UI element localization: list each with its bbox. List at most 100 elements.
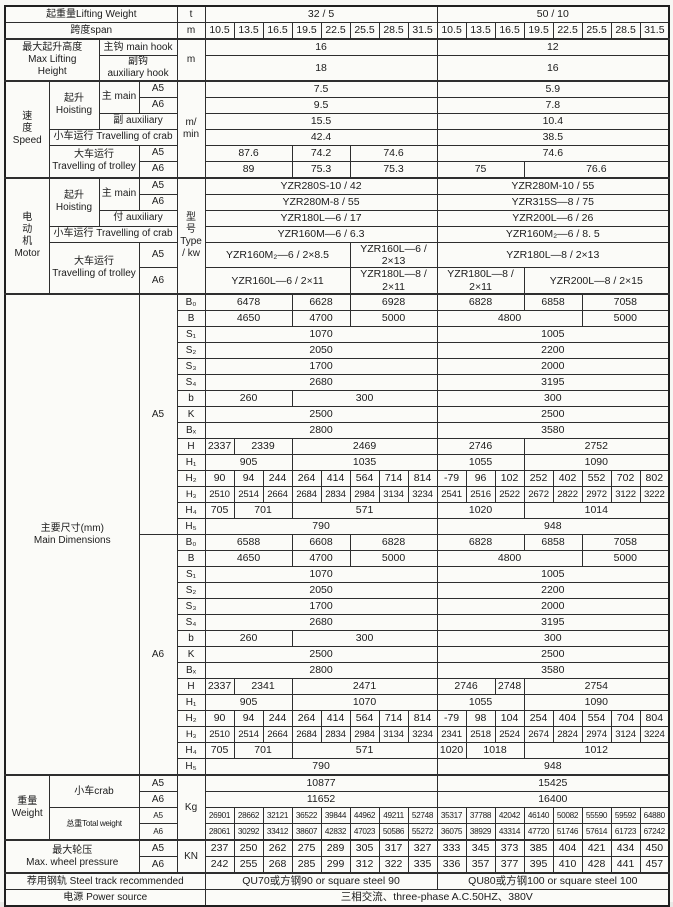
table-cell: 802 [639, 470, 670, 488]
table-cell: 1018 [465, 742, 525, 760]
table-cell: 357 [465, 856, 496, 874]
dim-symbol: K [176, 646, 206, 664]
table-cell: 2800 [204, 662, 438, 680]
table-cell: 2834 [320, 726, 351, 744]
table-cell: 44962 [349, 807, 380, 825]
table-cell: 6608 [291, 534, 351, 552]
dim-symbol: H₃ [176, 726, 206, 744]
table-cell: YZR315S—8 / 75 [436, 193, 670, 211]
table-cell: 305 [349, 839, 380, 858]
table-cell: YZR160M₂—6 / 8. 5 [436, 225, 670, 243]
dim-symbol: H₂ [176, 710, 206, 728]
table-cell: 38.5 [436, 128, 670, 146]
dim-symbol: H₃ [176, 486, 206, 504]
table-cell: 7.8 [436, 96, 670, 114]
unit-m: m [176, 22, 206, 40]
table-cell: 2664 [262, 486, 293, 504]
table-cell: 50586 [378, 823, 409, 841]
capacity-50-10: 50 / 10 [436, 5, 670, 23]
grade-a6: A6 [138, 267, 178, 295]
table-cell: 2684 [291, 486, 322, 504]
dim-symbol: Bₓ [176, 422, 206, 440]
dim-symbol: H₅ [176, 518, 206, 536]
table-cell: 264 [291, 470, 322, 488]
span-value: 19.5 [291, 22, 322, 40]
dim-symbol: K [176, 406, 206, 424]
table-row: A6 89 75.3 75.3 75 76.6 [5, 160, 670, 179]
table-cell: 905 [204, 454, 293, 472]
table-row: H₃ 2510 2514 2664 2684 2834 2984 3134 3234 2541 25… [5, 486, 670, 504]
crab-weight-label: 小车crab [48, 774, 140, 809]
table-cell: 275 [291, 839, 322, 858]
table-cell: YZR180L—6 / 17 [204, 209, 438, 227]
table-cell: 102 [494, 470, 525, 488]
table-cell: 571 [291, 742, 438, 760]
dim-symbol: B [176, 310, 206, 328]
table-cell: 714 [378, 710, 409, 728]
table-cell: 1090 [523, 454, 670, 472]
span-value: 16.5 [494, 22, 525, 40]
table-cell: 2748 [494, 678, 525, 696]
table-cell: 36522 [291, 807, 322, 825]
dim-symbol: H [176, 678, 206, 696]
table-cell: -79 [436, 470, 467, 488]
dim-symbol: S₁ [176, 326, 206, 344]
table-cell: 2680 [204, 374, 438, 392]
dim-symbol: S₁ [176, 566, 206, 584]
dim-symbol: S₄ [176, 374, 206, 392]
table-cell: 2672 [523, 486, 554, 504]
table-cell: 74.6 [349, 144, 438, 162]
main-hook-label: 主钩 main hook [98, 38, 178, 56]
table-cell: 3195 [436, 374, 670, 392]
table-row: H₅ 790 948 [5, 758, 670, 776]
trolley-travel-label: 大车运行 Travelling of trolley [48, 241, 140, 295]
table-cell: 15.5 [204, 112, 438, 130]
table-cell: 1020 [436, 502, 525, 520]
table-cell: 3122 [610, 486, 641, 504]
dim-symbol: S₄ [176, 614, 206, 632]
table-row: K 2500 2500 [5, 406, 670, 424]
table-cell: 33412 [262, 823, 293, 841]
table-cell: YZR280S-10 / 42 [204, 176, 438, 195]
table-row: 最大轮压 Max. wheel pressure A5 KN 237 250 262 275… [4, 839, 670, 874]
table-cell: 260 [204, 390, 293, 408]
span-value: 31.5 [639, 22, 670, 40]
table-cell: 10877 [204, 774, 438, 793]
table-cell: 373 [494, 839, 525, 858]
table-cell: 5.9 [436, 79, 670, 98]
table-cell: YZR180L—8 / 2×13 [436, 241, 670, 269]
table-row: H₁ 905 1035 1055 1090 [5, 454, 670, 472]
table-cell: 3124 [610, 726, 641, 744]
dim-symbol: S₃ [176, 598, 206, 616]
table-cell: 2337 [204, 678, 235, 696]
table-cell: 421 [581, 839, 612, 858]
table-cell: 2339 [233, 438, 293, 456]
table-row: Bₓ 2800 3580 [5, 422, 670, 440]
table-cell: 322 [378, 856, 409, 874]
table-cell: YZR280M-10 / 55 [436, 176, 670, 195]
table-cell: YZR160M—6 / 6.3 [204, 225, 438, 243]
table-cell: 244 [262, 470, 293, 488]
table-cell: 64880 [639, 807, 670, 825]
grade-a6: A6 [138, 791, 178, 809]
table-cell: 4650 [204, 310, 293, 328]
table-cell: 395 [523, 856, 554, 874]
table-cell: 1090 [523, 694, 670, 712]
table-cell: 61723 [610, 823, 641, 841]
table-cell: 3580 [436, 422, 670, 440]
table-cell: 701 [233, 742, 293, 760]
table-cell: 2000 [436, 598, 670, 616]
table-cell: 2746 [436, 438, 525, 456]
table-cell: 237 [204, 839, 235, 858]
table-cell: 2516 [465, 486, 496, 504]
table-row: 重量 Weight 小车crab A5 Kg 10877 15425 [4, 774, 670, 841]
table-row: 副 auxiliary 15.5 10.4 [5, 112, 670, 130]
table-cell: 2974 [581, 726, 612, 744]
table-cell: 6858 [523, 534, 583, 552]
table-cell: 255 [233, 856, 264, 874]
table-cell: 3580 [436, 662, 670, 680]
steel-track-32-5: QU70或方钢90 or square steel 90 [204, 872, 438, 891]
table-cell: 38929 [465, 823, 496, 841]
table-cell: 39844 [320, 807, 351, 825]
